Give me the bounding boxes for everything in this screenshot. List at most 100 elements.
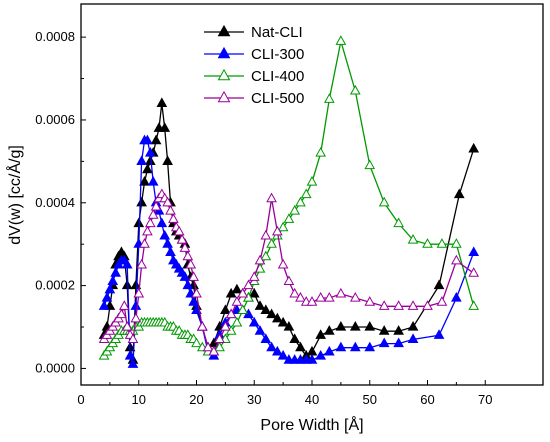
data-point bbox=[260, 304, 272, 315]
data-point bbox=[315, 349, 327, 360]
data-point bbox=[196, 320, 208, 331]
y-axis-title: dV(w) [cc/Å/g] bbox=[5, 145, 24, 245]
data-point bbox=[231, 316, 243, 327]
data-point bbox=[266, 341, 277, 352]
data-point bbox=[107, 275, 119, 286]
x-axis-ticks: 0 10 20 30 40 50 60 70 bbox=[77, 380, 492, 407]
data-point bbox=[407, 333, 419, 344]
data-point bbox=[147, 209, 159, 219]
data-point bbox=[147, 176, 159, 186]
x-axis-title: Pore Width [Å] bbox=[260, 415, 363, 434]
series-layer bbox=[98, 35, 480, 368]
legend-marker bbox=[217, 46, 231, 59]
data-point bbox=[179, 271, 191, 281]
data-point bbox=[220, 320, 231, 331]
data-point bbox=[225, 308, 237, 319]
data-point bbox=[283, 213, 295, 223]
data-point bbox=[451, 291, 462, 302]
data-point bbox=[150, 134, 162, 145]
data-point bbox=[121, 320, 133, 331]
data-point bbox=[289, 333, 301, 344]
data-point bbox=[315, 147, 327, 157]
data-point bbox=[378, 300, 390, 310]
data-point bbox=[315, 329, 327, 339]
y-tick-label: 0.0008 bbox=[35, 29, 75, 44]
data-point bbox=[306, 176, 318, 186]
data-point bbox=[277, 258, 289, 269]
data-point bbox=[136, 196, 147, 207]
data-point bbox=[335, 35, 347, 45]
data-point bbox=[436, 238, 448, 248]
data-point bbox=[98, 300, 110, 310]
data-point bbox=[168, 213, 179, 223]
data-point bbox=[295, 196, 306, 207]
data-point bbox=[104, 283, 116, 294]
data-point bbox=[237, 304, 249, 315]
series-cli-300 bbox=[98, 134, 480, 368]
data-point bbox=[254, 325, 266, 335]
data-point bbox=[121, 258, 133, 269]
data-point bbox=[179, 242, 191, 252]
data-point bbox=[272, 345, 283, 356]
data-point bbox=[323, 345, 335, 356]
x-tick-label: 30 bbox=[247, 392, 261, 407]
data-point bbox=[393, 300, 404, 310]
data-point bbox=[214, 341, 225, 352]
data-point bbox=[295, 341, 306, 352]
data-point bbox=[349, 320, 361, 331]
data-point bbox=[185, 258, 197, 269]
data-point bbox=[378, 325, 390, 335]
data-point bbox=[349, 291, 361, 302]
data-point bbox=[277, 316, 289, 327]
legend-item: CLI-400 bbox=[204, 68, 304, 85]
data-point bbox=[202, 341, 214, 352]
data-point bbox=[144, 147, 156, 157]
data-point bbox=[254, 300, 266, 310]
data-point bbox=[451, 238, 462, 248]
data-point bbox=[248, 271, 260, 281]
data-point bbox=[393, 325, 404, 335]
data-point bbox=[422, 238, 433, 248]
data-point bbox=[144, 217, 156, 228]
data-point bbox=[173, 225, 185, 236]
data-point bbox=[323, 93, 335, 103]
data-point bbox=[142, 225, 153, 236]
data-point bbox=[156, 97, 168, 107]
legend: Nat-CLI CLI-300 CLI-400 CLI-500 bbox=[204, 24, 304, 107]
data-point bbox=[393, 217, 404, 228]
data-point bbox=[468, 267, 480, 277]
data-point bbox=[142, 134, 153, 145]
data-point bbox=[237, 287, 249, 298]
data-point bbox=[468, 142, 480, 153]
data-point bbox=[306, 296, 318, 306]
data-point bbox=[289, 287, 301, 298]
data-point bbox=[116, 308, 127, 319]
series-cli-500 bbox=[98, 188, 480, 356]
data-point bbox=[306, 354, 318, 364]
data-point bbox=[124, 349, 136, 360]
data-point bbox=[176, 234, 188, 244]
x-tick-label: 60 bbox=[420, 392, 434, 407]
data-point bbox=[277, 221, 289, 232]
x-tick-label: 20 bbox=[189, 392, 203, 407]
data-point bbox=[162, 238, 173, 248]
data-point bbox=[451, 254, 462, 265]
data-point bbox=[231, 296, 243, 306]
data-point bbox=[248, 316, 260, 327]
data-point bbox=[364, 159, 376, 170]
y-tick-label: 0.0000 bbox=[35, 360, 75, 375]
data-point bbox=[407, 300, 419, 310]
data-point bbox=[254, 254, 266, 265]
data-point bbox=[266, 192, 277, 203]
data-point bbox=[266, 238, 277, 248]
data-point bbox=[323, 325, 335, 335]
data-point bbox=[335, 320, 347, 331]
y-tick-label: 0.0002 bbox=[35, 278, 75, 293]
data-point bbox=[315, 291, 327, 302]
data-point bbox=[277, 349, 289, 360]
data-point bbox=[139, 238, 150, 248]
data-point bbox=[127, 358, 139, 368]
legend-marker bbox=[217, 24, 231, 37]
data-point bbox=[378, 196, 390, 207]
data-point bbox=[130, 312, 142, 323]
